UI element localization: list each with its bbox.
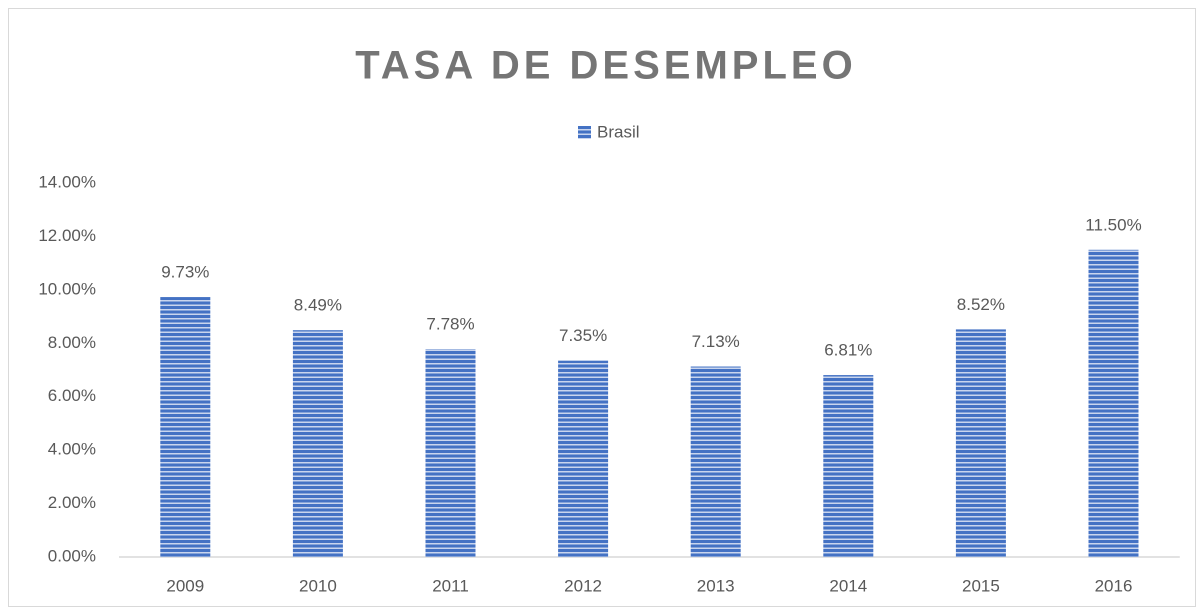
legend-label: Brasil [597,122,640,141]
x-tick-label: 2009 [166,576,204,595]
bar [558,360,609,557]
data-label: 8.52% [957,295,1005,314]
data-label: 7.13% [692,332,740,351]
x-tick-label: 2010 [299,576,337,595]
y-tick-label: 8.00% [48,333,96,352]
x-tick-label: 2012 [564,576,602,595]
x-tick-label: 2014 [829,576,867,595]
bar [1088,249,1139,558]
y-tick-label: 0.00% [48,546,96,565]
y-tick-label: 2.00% [48,493,96,512]
x-tick-label: 2015 [962,576,1000,595]
y-tick-label: 12.00% [38,226,96,245]
data-label: 9.73% [161,263,209,282]
bar [690,366,741,557]
x-tick-label: 2011 [432,576,469,595]
data-label: 7.78% [426,315,474,334]
legend-swatch [578,126,591,139]
x-tick-label: 2016 [1095,576,1133,595]
y-tick-label: 4.00% [48,440,96,459]
y-tick-label: 10.00% [38,279,96,298]
x-tick-label: 2013 [697,576,735,595]
chart-title: TASA DE DESEMPLEO [355,44,856,88]
y-tick-label: 6.00% [48,386,96,405]
bar [955,329,1006,557]
bar [425,349,476,557]
data-label: 8.49% [294,296,342,315]
bar [823,375,874,557]
y-tick-label: 14.00% [38,172,96,191]
data-label: 11.50% [1085,215,1141,234]
data-label: 6.81% [824,341,872,360]
data-label: 7.35% [559,326,607,345]
bar [292,330,343,557]
bar [160,297,211,557]
